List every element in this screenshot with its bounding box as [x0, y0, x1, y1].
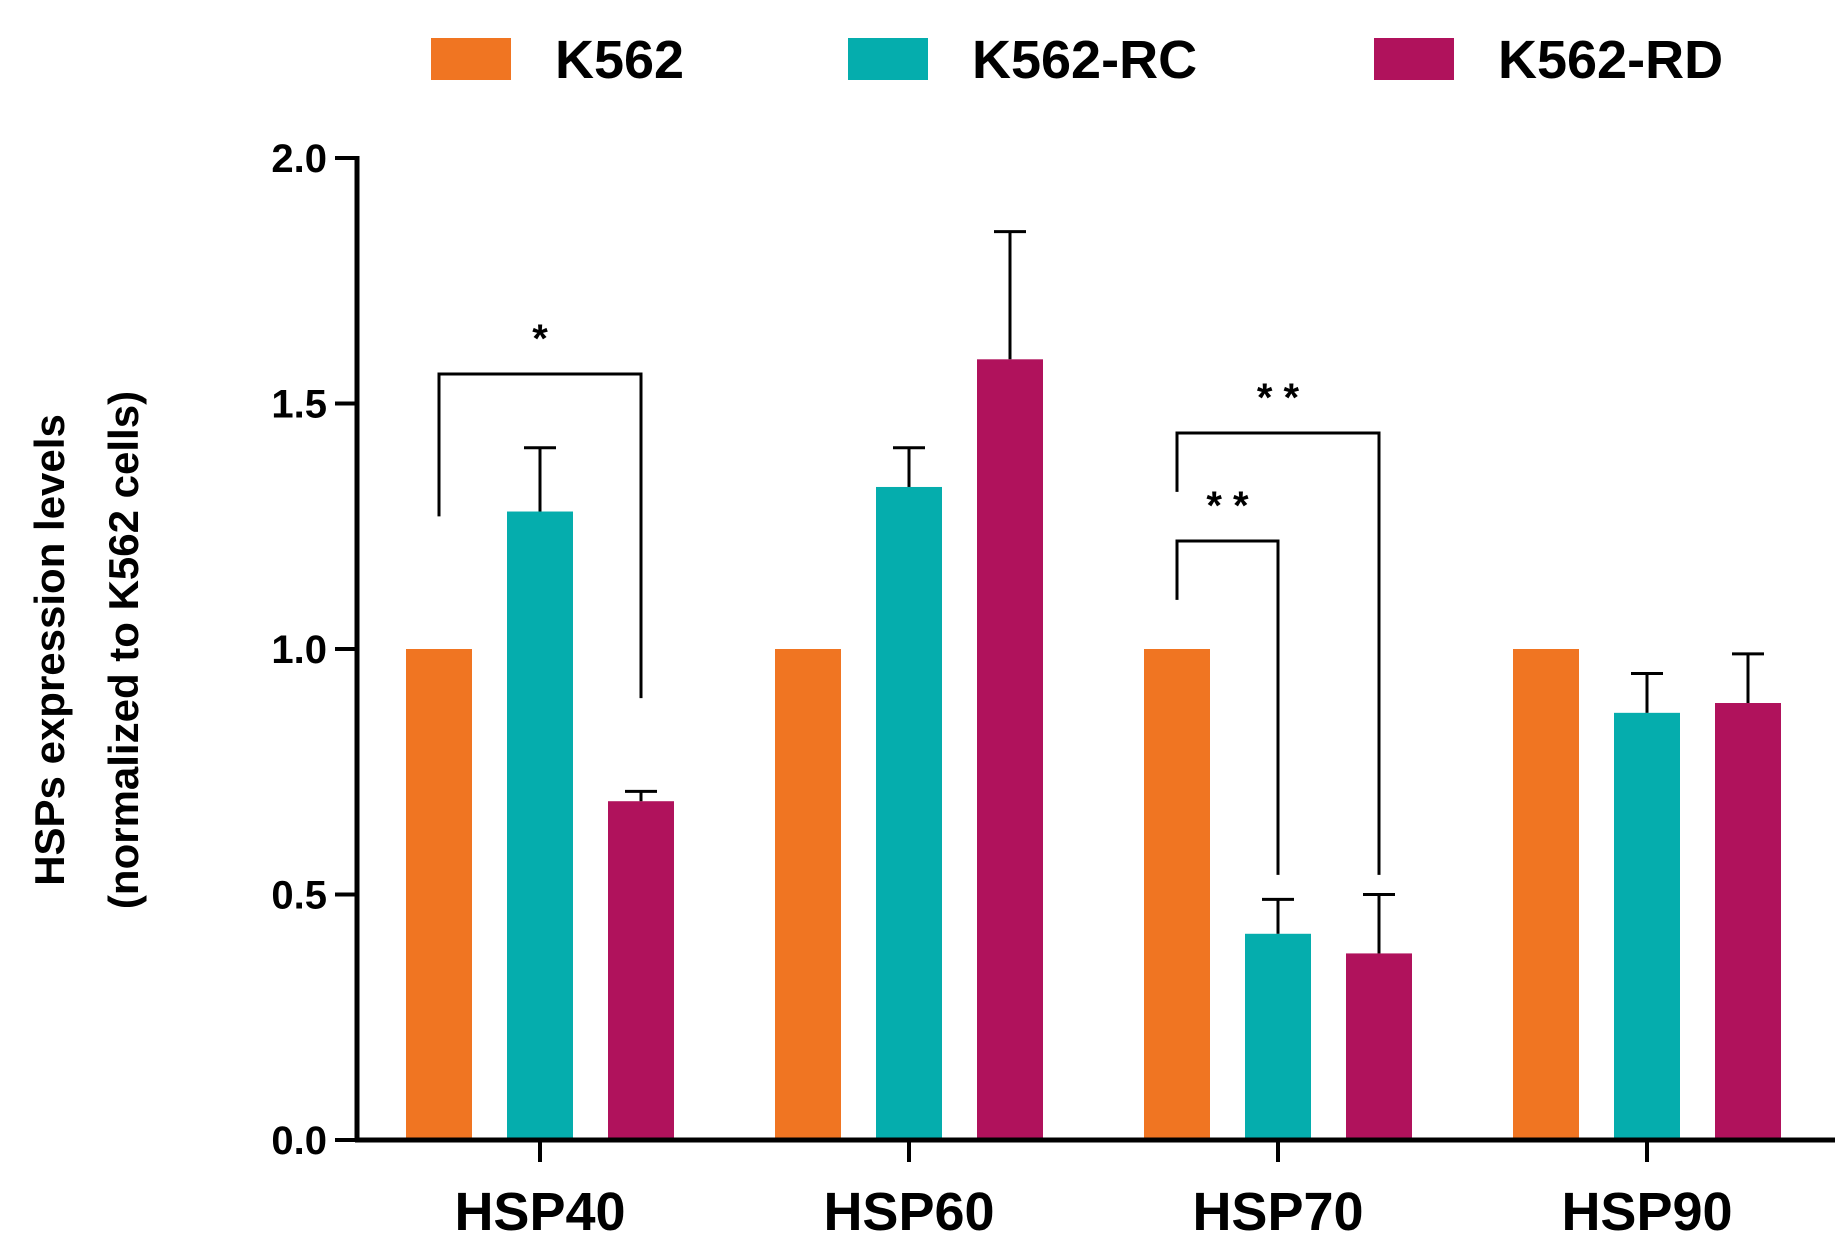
bracket-line: [1175, 431, 1381, 875]
bar-k562-rc-hsp90: [1614, 712, 1680, 1140]
significance-label: * *: [1257, 376, 1300, 420]
bar-k562-hsp70: [1144, 649, 1210, 1140]
legend-label: K562-RC: [972, 30, 1197, 90]
error-bars: [524, 230, 1764, 954]
significance-bracket: * *: [1175, 376, 1381, 875]
bar-k562-rc-hsp70: [1245, 933, 1311, 1140]
bars: [406, 359, 1781, 1141]
x-tick-label-hsp70: HSP70: [1192, 1182, 1363, 1242]
legend-item-k562-rd: K562-RD: [1374, 30, 1723, 90]
legend-swatch: [848, 38, 928, 80]
significance-annotations: * * * * *: [437, 317, 1381, 875]
x-tick-label-hsp90: HSP90: [1561, 1182, 1732, 1242]
y-tick-label: 0.0: [271, 1119, 327, 1163]
error-bar-k562-rc-hsp60: [893, 446, 925, 487]
x-tick-label-hsp40: HSP40: [454, 1182, 625, 1242]
bar-k562-rc-hsp60: [876, 486, 942, 1141]
legend-label: K562: [555, 30, 684, 90]
legend-item-k562: K562: [431, 30, 684, 90]
legend-label: K562-RD: [1498, 30, 1723, 90]
error-bar-k562-rc-hsp70: [1262, 897, 1294, 934]
bar-k562-rd-hsp40: [608, 801, 674, 1140]
y-axis-label-group: HSPs expression levels (normalized to K5…: [26, 391, 147, 909]
bar-k562-hsp90: [1513, 649, 1579, 1140]
y-axis-label-line1: HSPs expression levels: [26, 414, 73, 886]
error-bar-k562-rd-hsp40: [625, 789, 657, 802]
y-tick-label: 2.0: [271, 137, 327, 181]
significance-bracket: * *: [1175, 484, 1280, 875]
error-bar-k562-rd-hsp60: [994, 230, 1026, 360]
axes: 0.0 0.5 1.0 1.5 2.0 HSP40 HSP60 HSP70 HSP90: [271, 137, 1835, 1242]
bar-k562-hsp40: [406, 649, 472, 1140]
bar-k562-hsp60: [775, 649, 841, 1140]
bar-k562-rd-hsp90: [1715, 703, 1781, 1140]
error-bar-k562-rc-hsp90: [1631, 672, 1663, 713]
y-tick-label: 1.5: [271, 383, 327, 427]
significance-label: *: [532, 317, 548, 361]
legend-swatch: [431, 38, 511, 80]
legend: K562 K562-RC K562-RD: [431, 30, 1723, 90]
significance-label: * *: [1206, 484, 1249, 528]
significance-bracket: *: [437, 317, 643, 699]
error-bar-k562-rd-hsp90: [1732, 652, 1764, 704]
y-axis-label-line2: (normalized to K562 cells): [100, 391, 147, 909]
x-tick-label-hsp60: HSP60: [823, 1182, 994, 1242]
legend-swatch: [1374, 38, 1454, 80]
y-tick-label: 1.0: [271, 628, 327, 672]
error-bar-k562-rc-hsp40: [524, 446, 556, 512]
y-tick-label: 0.5: [271, 874, 327, 918]
bar-k562-rc-hsp40: [507, 511, 573, 1140]
bar-k562-rd-hsp70: [1346, 953, 1412, 1140]
legend-item-k562-rc: K562-RC: [848, 30, 1197, 90]
bracket-line: [1175, 539, 1280, 875]
error-bar-k562-rd-hsp70: [1363, 893, 1395, 954]
bracket-line: [437, 372, 643, 699]
bar-k562-rd-hsp60: [977, 359, 1043, 1140]
